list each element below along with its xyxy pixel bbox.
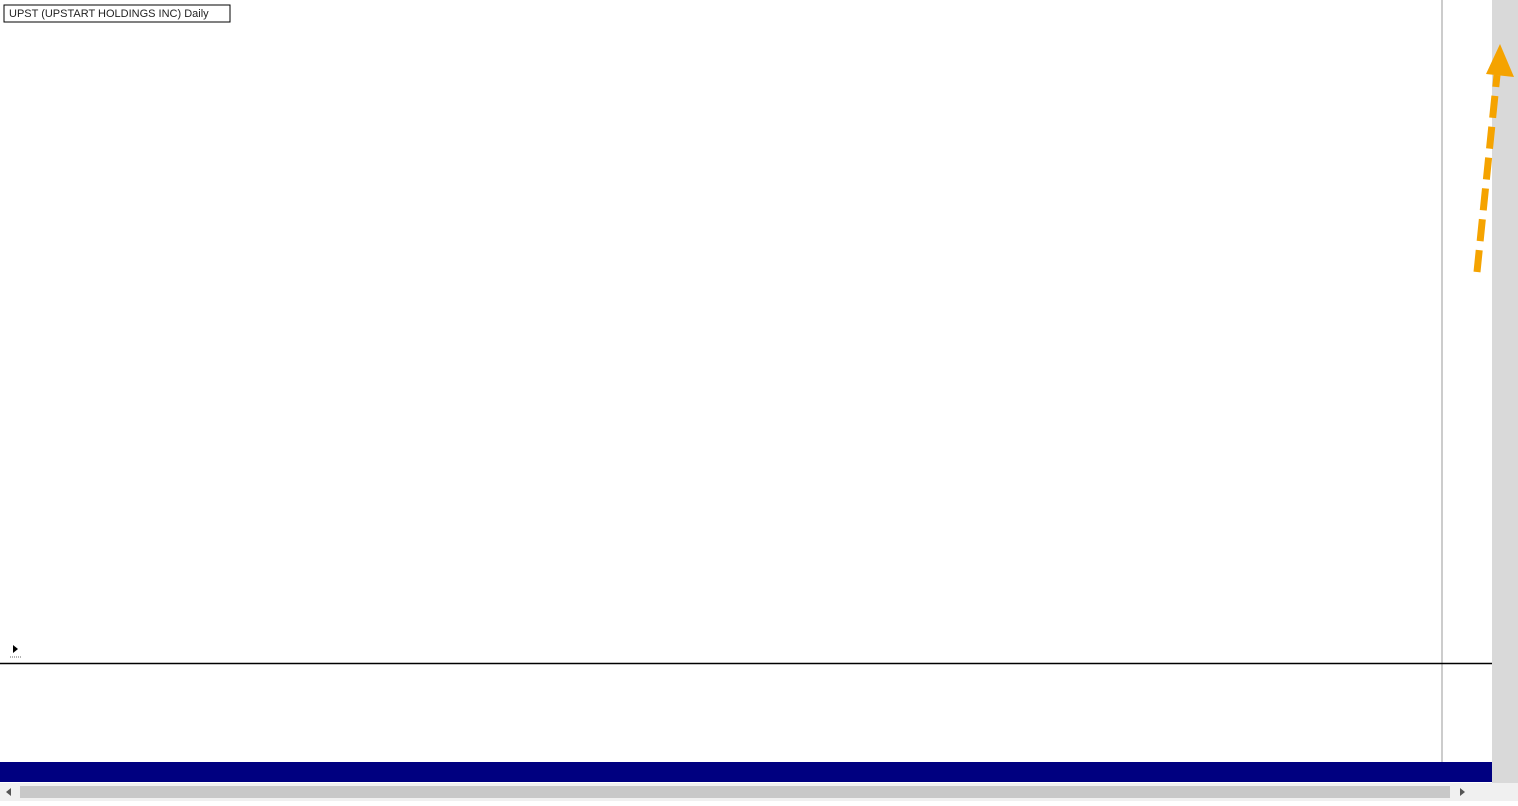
side-panel [1492,0,1518,783]
dashed-arrow [1473,44,1514,273]
date-band [0,762,1492,782]
arrow-head [1486,44,1514,77]
h-scrollbar[interactable] [0,783,1518,801]
arrow-shaft [1473,74,1501,273]
scroll-right[interactable] [1460,788,1465,796]
scroll-thumb[interactable] [20,786,1450,798]
play-icon[interactable] [13,645,18,653]
pane-icon[interactable] [10,645,22,658]
title-box [3,4,231,23]
chart-title: UPST (UPSTART HOLDINGS INC) Daily [9,8,209,20]
scroll-left[interactable] [6,788,11,796]
